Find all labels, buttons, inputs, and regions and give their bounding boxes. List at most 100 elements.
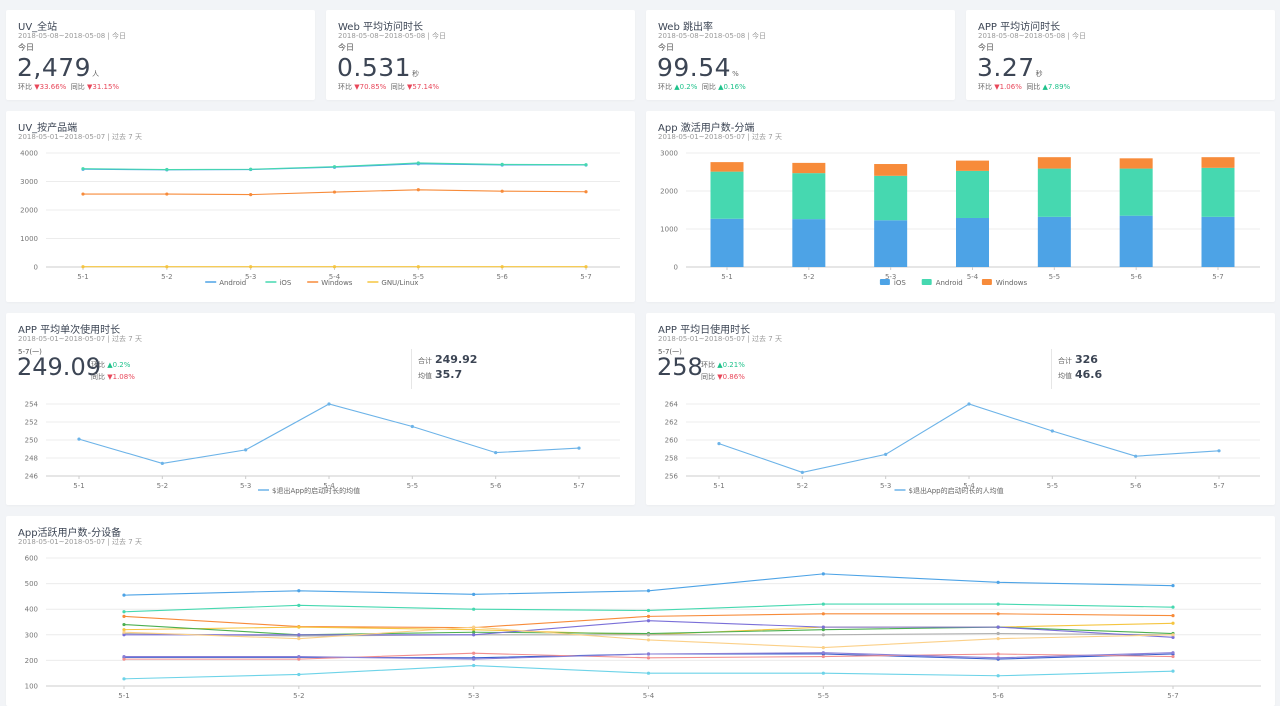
y-tick-label: 200 <box>25 657 38 665</box>
data-point <box>821 572 825 576</box>
data-point <box>577 446 581 450</box>
activation-bar-chart: 0 1000 2000 3000 5-1 5-2 5-3 5-4 5-5 5-6 5-7 iOS And… <box>660 150 1260 287</box>
ring-value: ▼33.66% <box>34 83 67 91</box>
kpi-unit: 人 <box>92 70 100 78</box>
card-title: Web 平均访问时长 <box>338 22 423 33</box>
x-tick-label: 5-1 <box>73 482 84 490</box>
data-point <box>1217 449 1221 453</box>
daily-line-chart: 256 258 260 262 264 5-1 5-2 5-3 5-4 5-5 5-6 5-7 $退出A… <box>665 401 1260 495</box>
card-subtitle: 2018-05-08~2018-05-08 | 今日 <box>338 32 447 40</box>
card-subtitle: 2018-05-01~2018-05-07 | 过去 7 天 <box>18 538 142 546</box>
data-point <box>297 603 301 607</box>
y-tick-label: 2000 <box>660 188 678 196</box>
session-duration-card[interactable]: APP 平均单次使用时长 2018-05-01~2018-05-07 | 过去 … <box>6 313 635 505</box>
bar-segment-ios <box>792 219 826 267</box>
data-point <box>297 637 301 641</box>
kpi-number: 3.27 <box>977 53 1035 82</box>
x-tick-label: 5-7 <box>1167 692 1178 700</box>
kpi-number: 0.531 <box>337 53 412 82</box>
data-point <box>584 190 588 194</box>
data-point <box>472 663 476 668</box>
data-point <box>122 593 126 597</box>
kpi-card[interactable]: Web 平均访问时长 2018-05-08~2018-05-08 | 今日 今日… <box>326 10 635 100</box>
y-tick-label: 3000 <box>20 178 38 186</box>
kpi-card[interactable]: Web 跳出率 2018-05-08~2018-05-08 | 今日 今日 99… <box>646 10 955 100</box>
data-point <box>1171 654 1175 659</box>
legend-label: iOS <box>894 279 906 287</box>
bar-segment-android <box>1037 168 1071 217</box>
data-point <box>122 622 126 627</box>
data-point <box>646 652 651 656</box>
ring-compare: 环比 ▲0.21% <box>701 360 745 370</box>
activation-card[interactable]: App 激活用户数-分端 2018-05-01~2018-05-07 | 过去 … <box>646 111 1275 302</box>
kpi-compare: 环比 ▼33.66% 同比 ▼31.15% <box>18 82 119 92</box>
yoy-label: 同比 <box>91 373 105 381</box>
card-title: UV_全站 <box>18 22 58 33</box>
x-tick-label: 5-3 <box>885 273 896 281</box>
device-users-card[interactable]: App活跃用户数-分设备 2018-05-01~2018-05-07 | 过去 … <box>6 516 1275 706</box>
data-point <box>472 630 476 634</box>
data-point <box>249 167 253 171</box>
data-point <box>122 630 126 634</box>
data-point <box>821 654 825 659</box>
data-point <box>996 652 1000 656</box>
average-summary: 均值 35.7 <box>418 368 462 381</box>
data-point <box>122 654 126 659</box>
yoy-label: 同比 <box>701 373 715 381</box>
card-subtitle: 2018-05-08~2018-05-08 | 今日 <box>18 32 127 40</box>
data-point <box>297 633 301 637</box>
average-summary: 均值 46.6 <box>1058 368 1102 381</box>
data-point <box>1171 605 1175 609</box>
period-label: 今日 <box>658 43 674 52</box>
uv-by-product-card[interactable]: UV_按产品端 2018-05-01~2018-05-07 | 过去 7 天 0… <box>6 111 635 302</box>
data-point <box>821 651 825 655</box>
data-point <box>165 265 169 269</box>
kpi-card[interactable]: UV_全站 2018-05-08~2018-05-08 | 今日 今日 2,47… <box>6 10 315 100</box>
kpi-compare: 环比 ▼70.85% 同比 ▼57.14% <box>338 82 439 92</box>
device-line-chart: 100 200 300 400 500 600 5-1 5-2 5-3 5-4 5-5 5-6 5-7 <box>25 555 1261 700</box>
bar-segment-ios <box>1119 215 1153 267</box>
average-label: 均值 <box>418 372 432 380</box>
data-point <box>646 671 651 675</box>
bar-segment-ios <box>956 217 989 267</box>
x-tick-label: 5-4 <box>963 482 975 490</box>
y-tick-label: 4000 <box>20 150 38 158</box>
bar-segment-android <box>1201 167 1235 217</box>
yoy-label: 同比 <box>390 83 405 91</box>
data-point <box>297 654 301 659</box>
ring-compare: 环比 ▲0.2% <box>91 360 130 370</box>
total-summary: 合计 249.92 <box>418 353 477 366</box>
data-point <box>584 265 588 269</box>
data-point <box>165 167 169 172</box>
period-label: 今日 <box>978 43 994 52</box>
daily-duration-card[interactable]: APP 平均日使用时长 2018-05-01~2018-05-07 | 过去 7… <box>646 313 1275 505</box>
data-point <box>821 633 825 637</box>
data-point <box>81 192 85 196</box>
data-point <box>1171 614 1175 618</box>
card-title: APP 平均日使用时长 <box>658 325 751 336</box>
data-point <box>122 610 126 614</box>
y-tick-label: 252 <box>25 419 38 427</box>
data-point <box>77 437 81 441</box>
data-point <box>332 190 337 194</box>
kpi-card[interactable]: APP 平均访问时长 2018-05-08~2018-05-08 | 今日 今日… <box>966 10 1275 100</box>
data-point <box>249 193 253 197</box>
data-point <box>996 612 1000 616</box>
series-line <box>78 403 580 464</box>
kpi-unit: 秒 <box>1035 70 1044 78</box>
data-point <box>81 167 85 171</box>
x-tick-label: 5-6 <box>490 482 502 490</box>
data-point <box>249 265 253 269</box>
legend-label: iOS <box>279 279 291 287</box>
x-tick-label: 5-2 <box>797 482 808 490</box>
kpi-value: 2,479人 <box>17 53 100 82</box>
yoy-value: ▼31.15% <box>87 83 120 91</box>
x-tick-label: 5-2 <box>803 273 814 281</box>
ring-value: ▼70.85% <box>354 83 387 91</box>
x-tick-label: 5-3 <box>245 273 256 281</box>
data-point <box>884 452 888 456</box>
x-tick-label: 5-3 <box>880 482 891 490</box>
y-tick-label: 300 <box>25 631 38 639</box>
x-tick-label: 5-1 <box>721 273 732 281</box>
data-point <box>1050 429 1054 433</box>
